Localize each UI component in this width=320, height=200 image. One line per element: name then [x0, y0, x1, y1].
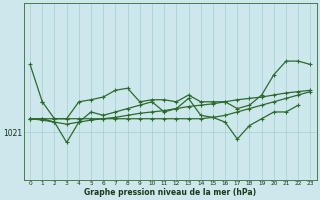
X-axis label: Graphe pression niveau de la mer (hPa): Graphe pression niveau de la mer (hPa)	[84, 188, 256, 197]
